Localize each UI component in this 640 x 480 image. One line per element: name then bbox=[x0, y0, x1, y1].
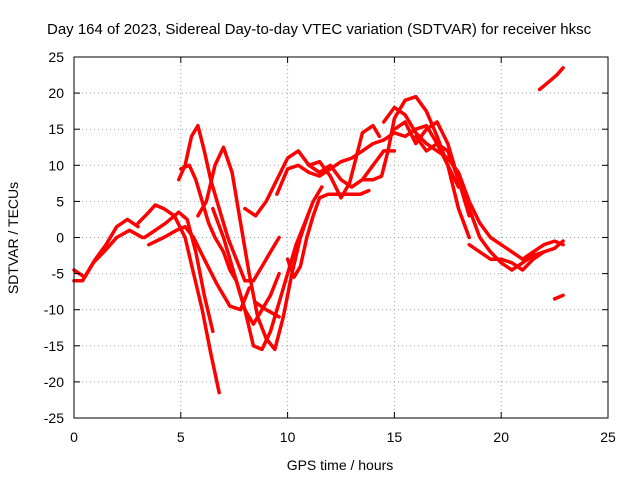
plot-area bbox=[72, 66, 565, 395]
series-arc-18 bbox=[414, 134, 471, 218]
x-axis-label: GPS time / hours bbox=[287, 457, 394, 473]
y-tick-label: -5 bbox=[52, 266, 65, 282]
x-axis: 0 5 10 15 20 25 bbox=[70, 57, 616, 445]
series-arc-6 bbox=[176, 123, 281, 283]
x-tick-label: 5 bbox=[177, 429, 185, 445]
series-arc-10 bbox=[243, 149, 397, 218]
series-arc-9 bbox=[211, 185, 324, 352]
x-tick-label: 25 bbox=[600, 429, 616, 445]
series-arc-16 bbox=[381, 105, 565, 261]
series-arc-13 bbox=[285, 188, 371, 279]
series-arc-15 bbox=[360, 94, 471, 240]
y-tick-label: -10 bbox=[44, 302, 64, 318]
series-arc-4 bbox=[142, 210, 215, 334]
y-tick-label: 20 bbox=[48, 85, 64, 101]
series-arc-20 bbox=[537, 66, 565, 92]
series-arc-17 bbox=[392, 120, 565, 272]
series-arc-7 bbox=[179, 163, 281, 326]
series-arc-8 bbox=[196, 145, 311, 352]
series-arc-14 bbox=[307, 123, 382, 200]
series-arc-3 bbox=[136, 203, 221, 395]
y-tick-label: 0 bbox=[56, 230, 64, 246]
y-tick-label: -25 bbox=[44, 410, 64, 426]
y-tick-label: 10 bbox=[48, 157, 64, 173]
y-tick-label: -15 bbox=[44, 338, 64, 354]
x-tick-label: 15 bbox=[387, 429, 403, 445]
series-arc-21 bbox=[552, 293, 565, 301]
chart-title: Day 164 of 2023, Sidereal Day-to-day VTE… bbox=[47, 21, 592, 38]
y-axis-label: SDTVAR / TECUs bbox=[5, 182, 21, 294]
y-tick-label: 5 bbox=[56, 193, 64, 209]
x-tick-label: 20 bbox=[493, 429, 509, 445]
series-arc-11 bbox=[253, 300, 281, 319]
y-axis: 25 20 15 10 5 0 -5 -10 -15 -20 -25 bbox=[44, 49, 608, 426]
y-tick-label: -20 bbox=[44, 374, 64, 390]
series-arc-2 bbox=[72, 228, 145, 283]
y-tick-label: 25 bbox=[48, 49, 64, 65]
y-tick-label: 15 bbox=[48, 121, 64, 137]
x-tick-label: 0 bbox=[70, 429, 78, 445]
series-arc-19 bbox=[467, 242, 546, 272]
series-arc-5 bbox=[147, 224, 251, 312]
x-tick-label: 10 bbox=[280, 429, 296, 445]
